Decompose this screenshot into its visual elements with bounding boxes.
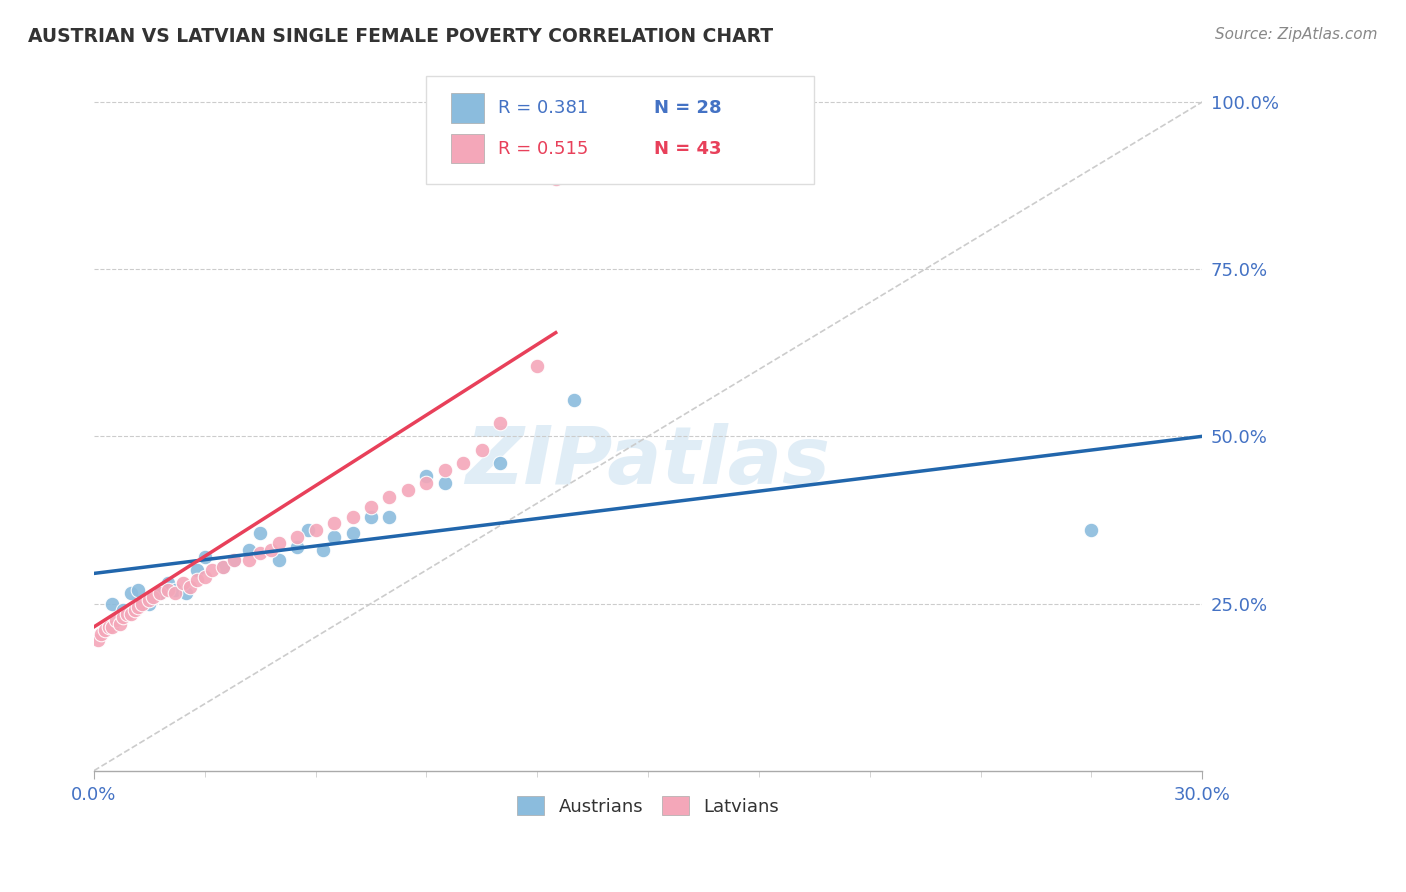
Point [433,476,456,491]
Point [224,553,246,567]
Point [149,586,172,600]
Point [396,483,419,497]
Point [267,553,290,567]
Point [90,626,112,640]
Point [142,590,165,604]
Point [323,516,346,531]
Point [194,570,217,584]
Point [179,580,201,594]
Point [267,536,290,550]
Point [312,543,335,558]
Point [1080,523,1102,537]
Point [544,172,567,186]
Point [172,576,194,591]
Point [238,553,260,567]
Text: R = 0.515: R = 0.515 [499,139,589,158]
Point [120,586,142,600]
Point [127,583,149,598]
Point [131,597,153,611]
Point [260,543,283,558]
Point [186,563,208,577]
Point [489,456,512,470]
Point [238,543,260,558]
Point [194,549,217,564]
Point [453,456,475,470]
Point [360,509,382,524]
Point [562,392,585,407]
Point [526,359,548,373]
Text: AUSTRIAN VS LATVIAN SINGLE FEMALE POVERTY CORRELATION CHART: AUSTRIAN VS LATVIAN SINGLE FEMALE POVERT… [28,27,773,45]
Point [433,463,456,477]
Point [201,563,224,577]
Point [101,620,124,634]
FancyBboxPatch shape [426,76,814,185]
Point [342,509,364,524]
Point [323,530,346,544]
Point [97,620,120,634]
Point [94,624,117,638]
Point [360,500,382,514]
Point [165,586,187,600]
Point [86,633,108,648]
Text: N = 43: N = 43 [654,139,721,158]
Point [149,586,172,600]
Text: Source: ZipAtlas.com: Source: ZipAtlas.com [1215,27,1378,42]
Point [186,573,208,587]
Point [489,416,512,430]
Point [101,597,124,611]
Point [165,583,187,598]
Point [415,469,437,483]
Point [212,559,235,574]
Point [249,526,271,541]
Bar [451,93,484,122]
Bar [451,134,484,163]
Point [105,613,128,627]
Point [249,546,271,560]
Point [342,526,364,541]
Point [285,540,308,554]
Point [138,593,160,607]
Point [471,442,494,457]
Text: ZIPatlas: ZIPatlas [465,423,831,500]
Point [115,607,138,621]
Point [297,523,319,537]
Legend: Austrians, Latvians: Austrians, Latvians [509,788,787,825]
Point [212,559,235,574]
Point [224,553,246,567]
Point [174,586,197,600]
Point [378,509,401,524]
Point [138,597,160,611]
Point [156,583,179,598]
Point [285,530,308,544]
Point [112,610,135,624]
Point [112,603,135,617]
Text: N = 28: N = 28 [654,99,721,117]
Point [120,607,142,621]
Point [304,523,326,537]
Point [156,576,179,591]
Text: R = 0.381: R = 0.381 [499,99,589,117]
Point [127,599,149,614]
Point [378,490,401,504]
Point [108,616,131,631]
Point [124,603,146,617]
Point [415,476,437,491]
